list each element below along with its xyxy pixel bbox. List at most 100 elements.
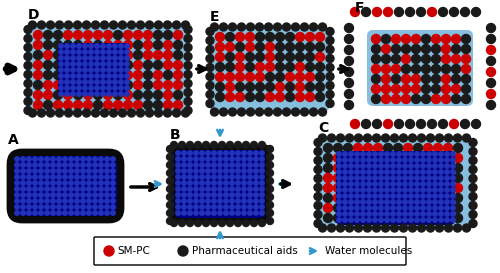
Circle shape (134, 91, 142, 99)
Circle shape (81, 199, 85, 203)
Circle shape (33, 157, 37, 161)
Circle shape (93, 181, 97, 185)
Circle shape (182, 187, 186, 191)
Circle shape (343, 182, 347, 186)
Circle shape (176, 205, 180, 209)
Circle shape (111, 169, 115, 173)
Circle shape (59, 80, 63, 84)
Circle shape (422, 64, 430, 73)
Circle shape (343, 152, 347, 156)
Circle shape (326, 55, 334, 63)
Circle shape (403, 164, 407, 168)
Text: Pharmaceutical aids: Pharmaceutical aids (192, 246, 298, 256)
Circle shape (300, 108, 308, 116)
Circle shape (206, 46, 214, 54)
Circle shape (107, 62, 111, 66)
Circle shape (334, 164, 342, 173)
Circle shape (266, 185, 274, 192)
Circle shape (392, 44, 400, 54)
Circle shape (210, 108, 218, 116)
Circle shape (174, 100, 182, 109)
Circle shape (182, 193, 186, 197)
Circle shape (166, 185, 173, 192)
Circle shape (472, 7, 480, 16)
Circle shape (394, 120, 404, 129)
Circle shape (21, 157, 25, 161)
Circle shape (71, 80, 75, 84)
Circle shape (246, 73, 254, 82)
Circle shape (164, 61, 172, 70)
Circle shape (337, 188, 341, 192)
Circle shape (428, 120, 436, 129)
Circle shape (104, 40, 112, 49)
Circle shape (182, 169, 186, 173)
Circle shape (433, 170, 437, 174)
Circle shape (224, 181, 228, 185)
Circle shape (166, 209, 173, 216)
Circle shape (402, 85, 410, 93)
Circle shape (258, 219, 266, 227)
Circle shape (361, 206, 365, 210)
Circle shape (469, 192, 477, 200)
FancyBboxPatch shape (8, 150, 123, 222)
Circle shape (450, 120, 458, 129)
Circle shape (391, 182, 395, 186)
Circle shape (27, 187, 31, 191)
Circle shape (119, 80, 123, 84)
Circle shape (414, 183, 422, 192)
Circle shape (27, 169, 31, 173)
Circle shape (397, 200, 401, 204)
Circle shape (444, 194, 452, 203)
Circle shape (77, 74, 81, 78)
Circle shape (236, 193, 240, 197)
Circle shape (34, 51, 42, 60)
Circle shape (166, 218, 173, 224)
Circle shape (99, 163, 103, 167)
Circle shape (454, 203, 462, 212)
Circle shape (184, 43, 192, 52)
Circle shape (44, 31, 52, 40)
Circle shape (125, 50, 129, 54)
Circle shape (343, 206, 347, 210)
Circle shape (87, 199, 91, 203)
Circle shape (373, 188, 377, 192)
Circle shape (105, 211, 109, 215)
Circle shape (424, 164, 432, 173)
Circle shape (218, 211, 222, 215)
Circle shape (462, 94, 470, 103)
Circle shape (314, 165, 322, 174)
Circle shape (260, 169, 264, 173)
Circle shape (286, 73, 294, 82)
Circle shape (367, 218, 371, 222)
Circle shape (64, 70, 72, 79)
Circle shape (344, 164, 352, 173)
Circle shape (316, 43, 324, 52)
Circle shape (445, 182, 449, 186)
Circle shape (392, 64, 400, 73)
Circle shape (451, 176, 455, 180)
Circle shape (81, 157, 85, 161)
Circle shape (454, 213, 462, 222)
Circle shape (166, 170, 173, 177)
Circle shape (101, 50, 105, 54)
Circle shape (216, 63, 224, 72)
Circle shape (343, 218, 347, 222)
Circle shape (324, 144, 332, 153)
Circle shape (384, 144, 392, 153)
Circle shape (71, 86, 75, 90)
Circle shape (176, 193, 180, 197)
Circle shape (254, 175, 258, 179)
Circle shape (361, 164, 365, 168)
Circle shape (64, 81, 72, 90)
Circle shape (230, 199, 234, 203)
Circle shape (69, 181, 73, 185)
Circle shape (45, 199, 49, 203)
Circle shape (349, 170, 353, 174)
Circle shape (445, 164, 449, 168)
Circle shape (445, 200, 449, 204)
Circle shape (397, 212, 401, 216)
Circle shape (164, 81, 172, 90)
Circle shape (99, 181, 103, 185)
Circle shape (349, 176, 353, 180)
Circle shape (414, 164, 422, 173)
